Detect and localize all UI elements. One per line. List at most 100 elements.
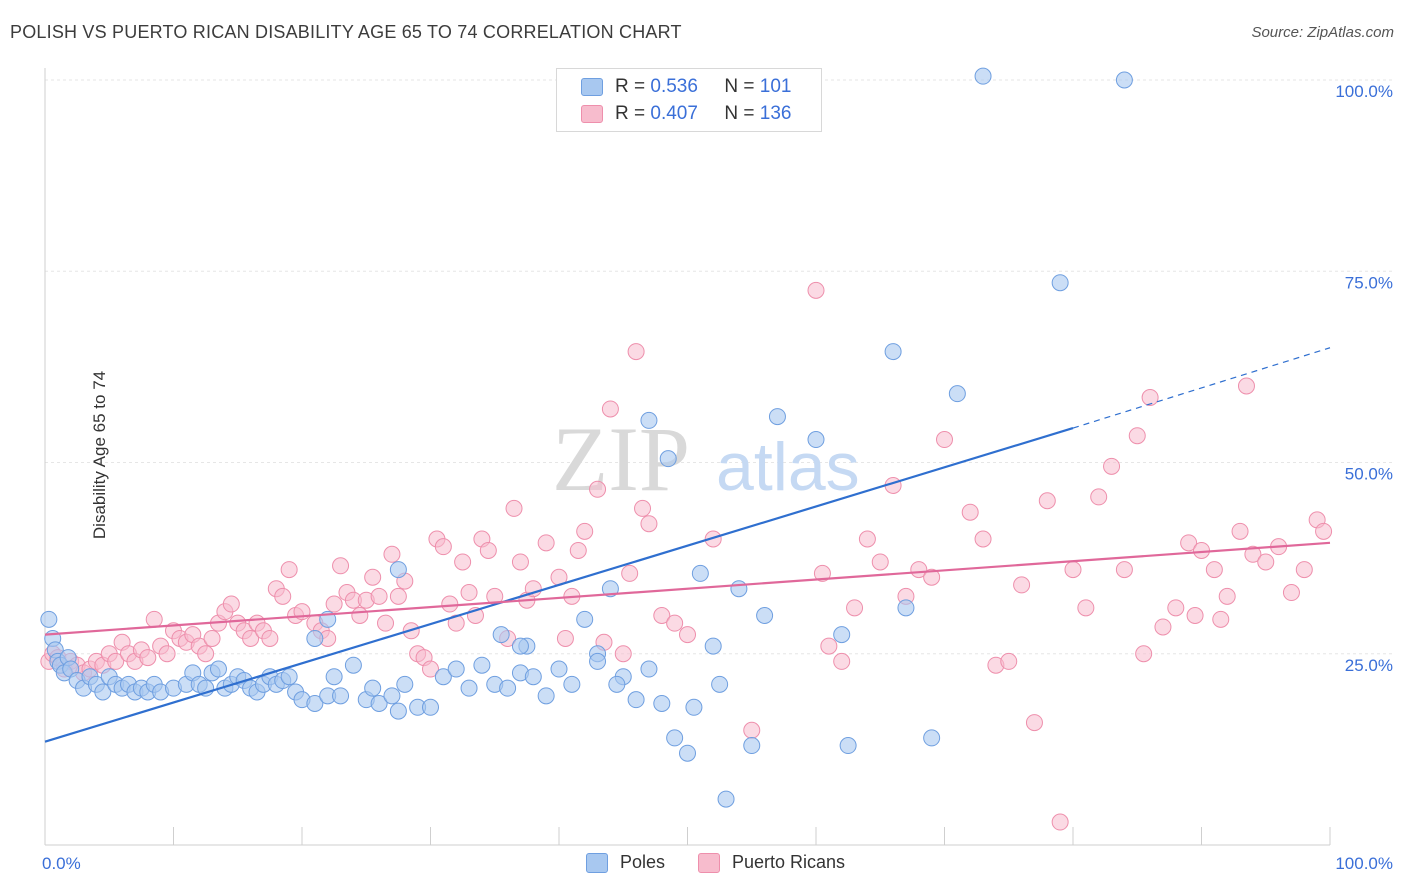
puerto-ricans-point <box>1186 607 1204 624</box>
x-tick-label: 0.0% <box>42 854 81 873</box>
source-label: Source: ZipAtlas.com <box>1251 24 1394 41</box>
poles-point <box>589 652 607 670</box>
puerto-ricans-point <box>1154 618 1172 636</box>
y-tick-label: 75.0% <box>1345 273 1393 292</box>
puerto-ricans-point <box>203 629 221 647</box>
poles-point <box>492 626 510 644</box>
poles-point <box>807 431 825 449</box>
puerto-ricans-point <box>325 595 343 613</box>
puerto-ricans-point <box>537 534 555 552</box>
puerto-ricans-point <box>1212 610 1230 628</box>
poles-point <box>524 668 542 686</box>
puerto-ricans-point <box>961 503 979 521</box>
tick-labels: 25.0% 50.0% 75.0% 100.0% 0.0% 100.0% <box>42 82 1393 873</box>
puerto-ricans-point <box>274 587 292 605</box>
puerto-ricans-point <box>1077 599 1095 617</box>
puerto-ricans-point <box>1064 561 1082 579</box>
chart-title: POLISH VS PUERTO RICAN DISABILITY AGE 65… <box>10 22 682 42</box>
puerto-ricans-point <box>621 564 639 582</box>
poles-point <box>653 694 671 712</box>
puerto-ricans-point <box>910 561 928 579</box>
poles-point <box>659 450 677 468</box>
puerto-ricans-point <box>666 614 684 632</box>
puerto-ricans-point <box>1315 522 1333 540</box>
poles-point <box>704 637 722 655</box>
puerto-ricans-point <box>107 652 125 670</box>
puerto-ricans-point <box>871 553 889 571</box>
puerto-ricans-point <box>833 652 851 670</box>
poles-point <box>389 702 407 720</box>
puerto-ricans-point <box>1205 561 1223 579</box>
poles-point <box>364 679 382 697</box>
puerto-ricans-point <box>627 343 645 361</box>
poles-point <box>370 694 388 712</box>
poles-point <box>383 687 401 705</box>
poles-point <box>344 656 362 674</box>
legend-row-poles: R = 0.536 N = 101 <box>581 75 791 99</box>
poles-point <box>608 675 626 693</box>
correlation-legend: R = 0.536 N = 101 R = 0.407 N = 136 <box>556 68 822 132</box>
poles-point <box>923 729 941 747</box>
pr-r-label: R = <box>615 103 646 124</box>
pr-n-label: N = <box>724 103 755 124</box>
legend-item-puerto-ricans[interactable]: Puerto Ricans <box>698 852 845 873</box>
puerto-ricans-point <box>634 499 652 517</box>
poles-point <box>679 744 696 762</box>
puerto-ricans-point <box>1115 561 1133 579</box>
y-tick-label: 50.0% <box>1345 465 1393 484</box>
puerto-ricans-point <box>1237 377 1255 395</box>
poles-point <box>576 610 594 628</box>
poles-point <box>730 580 748 598</box>
puerto-ricans-point <box>1244 545 1262 563</box>
poles-point <box>743 737 761 755</box>
puerto-ricans-point <box>1218 587 1236 605</box>
poles-point <box>325 668 343 686</box>
puerto-ricans-point <box>242 629 260 647</box>
puerto-ricans-point <box>640 515 658 533</box>
puerto-ricans-point <box>1141 388 1159 406</box>
poles-point <box>640 660 658 678</box>
puerto-ricans-point <box>1000 652 1018 670</box>
legend-row-puerto-ricans: R = 0.407 N = 136 <box>581 102 791 126</box>
puerto-ricans-point <box>679 626 696 644</box>
poles-point <box>601 580 619 598</box>
poles-point <box>756 607 774 624</box>
poles-point <box>640 411 658 429</box>
puerto-ricans-point <box>1257 553 1275 571</box>
poles-point <box>627 691 645 709</box>
poles-point <box>209 660 227 678</box>
y-tick-label: 100.0% <box>1335 82 1393 101</box>
puerto-ricans-point <box>460 584 478 602</box>
puerto-ricans-point <box>1103 457 1121 475</box>
puerto-ricans-point <box>556 629 574 647</box>
legend-item-poles[interactable]: Poles <box>586 852 665 873</box>
poles-trend-line <box>44 427 1074 743</box>
puerto-ricans-point <box>576 522 594 540</box>
puerto-ricans-point <box>743 721 761 739</box>
poles-point <box>499 679 517 697</box>
pr-r-value: 0.407 <box>650 103 698 124</box>
poles-point <box>839 737 857 755</box>
y-axis-label: Disability Age 65 to 74 <box>90 370 110 540</box>
puerto-ricans-point <box>261 629 279 647</box>
puerto-ricans-point <box>820 637 838 655</box>
puerto-ricans-point <box>1135 645 1153 663</box>
poles-point <box>306 629 324 647</box>
watermark-atlas: atlas <box>716 429 860 505</box>
trend-lines <box>44 347 1331 743</box>
poles-points <box>40 67 1133 808</box>
poles-point <box>948 385 966 403</box>
puerto-ricans-points <box>40 281 1333 831</box>
puerto-ricans-point <box>1180 534 1198 552</box>
puerto-ricans-point <box>197 645 215 663</box>
poles-point <box>280 668 298 686</box>
puerto-ricans-point <box>422 660 439 678</box>
puerto-ricans-point <box>1282 584 1300 602</box>
poles-point <box>473 656 491 674</box>
puerto-ricans-point <box>351 607 369 624</box>
puerto-ricans-point <box>1193 541 1210 559</box>
poles-point <box>396 675 414 693</box>
puerto-ricans-point <box>813 564 831 582</box>
poles-point <box>884 343 902 361</box>
poles-point <box>666 729 684 747</box>
